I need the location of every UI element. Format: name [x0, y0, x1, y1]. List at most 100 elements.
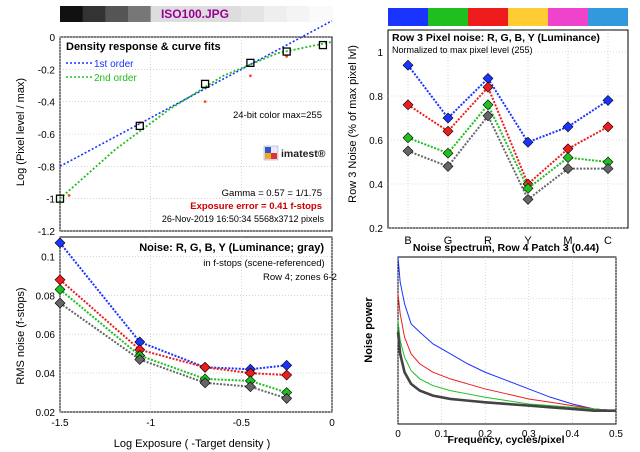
- density-title: Density response & curve fits: [66, 41, 221, 53]
- x-tick-label: B: [404, 235, 411, 247]
- gray-step: [286, 6, 310, 22]
- x-tick-label: 0: [395, 429, 401, 440]
- y-tick-label: 0.06: [36, 330, 56, 341]
- y-tick-label: -1: [46, 195, 55, 206]
- gray-point: [482, 110, 494, 122]
- green-point: [54, 284, 66, 295]
- x-tick-label: 0.2: [478, 429, 492, 440]
- green-point: [402, 132, 414, 144]
- density-point: [135, 121, 144, 131]
- legend-2nd-order: 2nd order: [94, 73, 137, 84]
- y-tick-label: 0.6: [369, 136, 383, 147]
- density-legend: 1st order 2nd order: [66, 59, 137, 84]
- gray-step: [150, 6, 242, 22]
- x-tick-label: 0.3: [522, 429, 536, 440]
- y-tick-label: -0.6: [38, 130, 56, 141]
- blue-point: [602, 94, 614, 106]
- color-swatch: [548, 8, 588, 26]
- gray-point: [54, 297, 66, 309]
- y-tick-label: 0.4: [369, 180, 383, 191]
- figure-title: ISO100.JPG: [161, 7, 229, 21]
- rms-noise-panel: -1.5 -1 -0.5 0 0.02 0.04 0.06 0.08 0.1: [36, 236, 335, 429]
- y-tick-label: 0.1: [41, 252, 55, 263]
- color-swatch: [468, 8, 508, 26]
- gray-point: [199, 377, 211, 389]
- gray-point: [562, 163, 574, 175]
- red-point: [442, 125, 454, 137]
- gray-point: [402, 145, 414, 157]
- noise-spectrum-panel: 0 0.1 0.2 0.3 0.4 0.5: [395, 256, 623, 440]
- x-tick-label: R: [484, 235, 492, 247]
- y-tick-label: 0.04: [36, 369, 56, 380]
- imatest-logo: imatest®: [263, 145, 326, 161]
- density-point: [282, 47, 291, 56]
- blue-point: [402, 59, 414, 71]
- color-swatch-bar: [388, 8, 628, 26]
- y-tick-label: -0.8: [38, 162, 56, 173]
- rms-note-2: Row 4; zones 6-2: [263, 272, 337, 283]
- x-tick-label: -0.5: [233, 418, 251, 429]
- raw-point: [285, 55, 289, 58]
- color-swatch: [388, 8, 428, 26]
- blue-spectrum-line: [397, 256, 617, 412]
- x-tick-label: -1: [146, 418, 155, 429]
- blue-series-line: [407, 64, 609, 144]
- gray-step: [105, 6, 129, 22]
- gamma-label: Gamma = 0.57 = 1/1.75: [222, 188, 322, 199]
- red-point: [281, 369, 293, 381]
- green-point: [522, 182, 534, 194]
- blue-point: [522, 136, 534, 148]
- gray-step: [309, 6, 333, 22]
- x-tick-label: Y: [524, 235, 532, 247]
- y-tick-label: -0.2: [38, 65, 56, 76]
- gray-step: [128, 6, 152, 22]
- timestamp-label: 26-Nov-2019 16:50:34 5568x3712 pixels: [162, 214, 325, 224]
- red-point: [402, 99, 414, 111]
- spectrum-title: Noise spectrum, Row 4 Patch 3 (0.44): [413, 242, 599, 254]
- y-tick-label: 1: [377, 48, 383, 59]
- gray-point: [522, 193, 534, 205]
- gray-point: [244, 381, 256, 393]
- x-tick-label: 0.5: [609, 429, 623, 440]
- gray-point: [442, 160, 454, 172]
- gray-series-line: [59, 302, 287, 400]
- x-tick-label: C: [604, 235, 612, 247]
- density-point: [55, 194, 65, 203]
- y-tick-label: 0: [49, 33, 55, 44]
- density-response-panel: 0 -0.2 -0.4 -0.6 -0.8 -1 -1.2: [38, 20, 333, 238]
- pixel-noise-subtitle: Normalized to max pixel level (255): [392, 45, 533, 55]
- blue-point: [442, 112, 454, 124]
- x-tick-label: M: [563, 235, 572, 247]
- plot-frame: [387, 29, 629, 229]
- pixel-noise-title: Row 3 Pixel noise: R, G, B, Y (Luminance…: [392, 32, 600, 44]
- green-point: [442, 147, 454, 159]
- color-swatch: [428, 8, 468, 26]
- legend-1st-order: 1st order: [94, 59, 134, 70]
- rms-ylabel: RMS noise (f-stops): [15, 287, 27, 384]
- gray-point: [281, 392, 293, 404]
- exposure-error-label: Exposure error = 0.41 f-stops: [190, 201, 322, 212]
- gray-step: [241, 6, 265, 22]
- rms-note-1: in f-stops (scene-referenced): [203, 258, 324, 269]
- color-swatch: [588, 8, 628, 26]
- raw-point: [249, 74, 252, 78]
- raw-point: [203, 100, 207, 104]
- spectrum-xlabel: Frequency, cycles/pixel: [447, 434, 564, 446]
- y-tick-label: 0.02: [36, 408, 56, 419]
- imatest-text: imatest®: [281, 148, 326, 160]
- x-tick-label: G: [444, 235, 453, 247]
- gray-step: [82, 6, 106, 22]
- rms-title: Noise: R, G, B, Y (Luminance; gray): [139, 242, 324, 254]
- density-point: [318, 40, 328, 50]
- red-series-line: [407, 85, 609, 186]
- density-point: [200, 79, 210, 89]
- y-tick-label: 0.8: [369, 92, 383, 103]
- x-tick-label: 0: [329, 418, 335, 429]
- y-tick-label: -0.4: [38, 98, 56, 109]
- density-point: [246, 58, 255, 68]
- pixel-noise-panel: 0.2 0.4 0.6 0.8 1 B G R Y M C: [369, 29, 629, 247]
- x-tick-label: 0.4: [565, 429, 579, 440]
- red-point: [602, 121, 614, 133]
- gray-series-line: [407, 113, 608, 201]
